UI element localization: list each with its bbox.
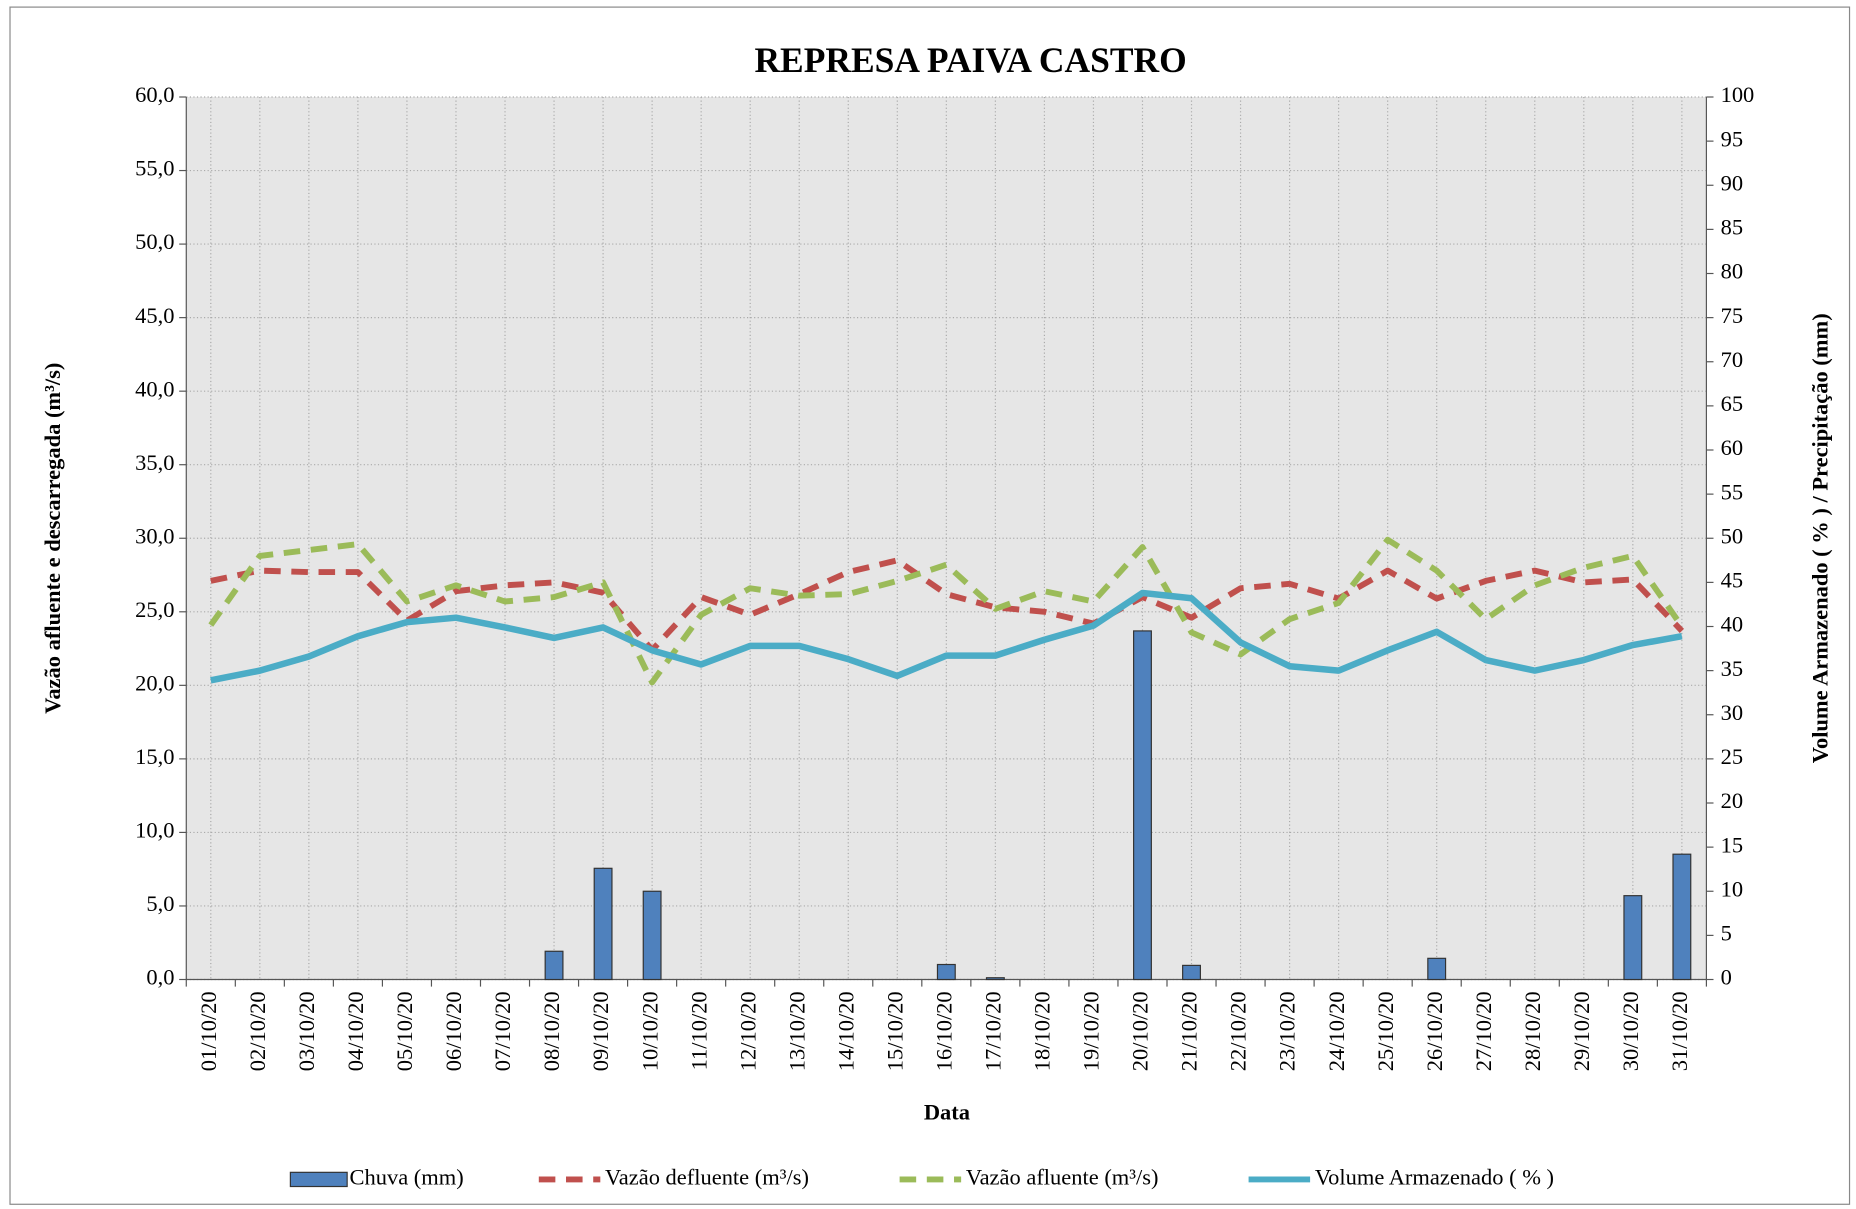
x-tick-label: 05/10/20 [392, 991, 417, 1071]
y2-tick-label: 85 [1721, 215, 1743, 240]
bar [1133, 630, 1152, 981]
x-tick-label: 06/10/20 [441, 991, 466, 1071]
legend-label: Vazão afluente (m³/s) [966, 1165, 1159, 1190]
x-tick-label: 10/10/20 [637, 991, 662, 1071]
y2-tick-label: 90 [1721, 170, 1743, 195]
y2-axis-title: Volume Armazenado ( % ) / Precipitação (… [1807, 313, 1832, 763]
x-tick-label: 15/10/20 [882, 991, 907, 1071]
legend-label: Volume Armazenado ( % ) [1315, 1165, 1554, 1190]
legend-label: Vazão defluente (m³/s) [605, 1165, 809, 1190]
legend-swatch [289, 1171, 348, 1188]
x-tick-label: 29/10/20 [1569, 991, 1594, 1071]
x-tick-label: 14/10/20 [833, 991, 858, 1071]
y-tick-label: 15,0 [135, 744, 174, 769]
y2-tick-label: 5 [1721, 921, 1732, 946]
y2-tick-label: 20 [1721, 788, 1743, 813]
x-tick-label: 21/10/20 [1177, 991, 1202, 1071]
y2-tick-label: 45 [1721, 568, 1743, 593]
x-tick-label: 16/10/20 [931, 991, 956, 1071]
y-tick-label: 25,0 [135, 597, 174, 622]
y2-tick-label: 30 [1721, 700, 1743, 725]
x-tick-label: 13/10/20 [784, 991, 809, 1071]
x-tick-label: 07/10/20 [490, 991, 515, 1071]
y-tick-label: 50,0 [135, 229, 174, 254]
bar [1182, 964, 1201, 981]
y2-tick-label: 70 [1721, 347, 1743, 372]
bar [1672, 853, 1692, 981]
y-tick-label: 35,0 [135, 450, 174, 475]
x-tick-label: 19/10/20 [1079, 991, 1104, 1071]
x-tick-label: 28/10/20 [1520, 991, 1545, 1071]
y-tick-label: 55,0 [135, 156, 174, 181]
x-tick-label: 02/10/20 [245, 991, 270, 1071]
x-tick-label: 30/10/20 [1618, 991, 1643, 1071]
y2-tick-label: 15 [1721, 832, 1743, 857]
x-tick-label: 20/10/20 [1128, 991, 1153, 1071]
x-tick-label: 23/10/20 [1275, 991, 1300, 1071]
bar [985, 977, 1005, 981]
bar [936, 963, 956, 981]
y-tick-label: 45,0 [135, 303, 174, 328]
x-tick-label: 09/10/20 [588, 991, 613, 1071]
y-tick-label: 40,0 [135, 376, 174, 401]
x-tick-label: 12/10/20 [735, 991, 760, 1071]
y2-tick-label: 35 [1721, 656, 1743, 681]
y2-tick-label: 80 [1721, 259, 1743, 284]
y-tick-label: 10,0 [135, 818, 174, 843]
x-tick-label: 11/10/20 [686, 991, 711, 1070]
y2-tick-label: 10 [1721, 876, 1743, 901]
bar [1623, 895, 1643, 981]
chart-title: REPRESA PAIVA CASTRO [754, 40, 1186, 80]
y2-tick-label: 75 [1721, 303, 1743, 328]
x-tick-label: 17/10/20 [981, 991, 1006, 1071]
y-axis-title: Vazão afluente e descarregada (m³/s) [40, 363, 65, 714]
legend-label: Chuva (mm) [350, 1165, 464, 1190]
x-tick-label: 04/10/20 [343, 991, 368, 1071]
y2-tick-label: 100 [1721, 82, 1755, 107]
x-tick-label: 01/10/20 [196, 991, 221, 1071]
x-tick-label: 22/10/20 [1226, 991, 1251, 1071]
y2-tick-label: 25 [1721, 744, 1743, 769]
x-tick-label: 27/10/20 [1471, 991, 1496, 1071]
line-series [208, 536, 1685, 686]
y-tick-label: 30,0 [135, 523, 174, 548]
y2-tick-label: 65 [1721, 391, 1743, 416]
x-tick-label: 18/10/20 [1030, 991, 1055, 1071]
y2-tick-label: 55 [1721, 479, 1743, 504]
y2-tick-label: 50 [1721, 523, 1743, 548]
x-tick-label: 25/10/20 [1373, 991, 1398, 1071]
line-series [210, 557, 1685, 653]
x-tick-label: 08/10/20 [539, 991, 564, 1071]
bar [1427, 957, 1447, 981]
y-tick-label: 60,0 [135, 82, 174, 107]
y2-tick-label: 0 [1721, 965, 1732, 990]
x-tick-label: 26/10/20 [1422, 991, 1447, 1071]
x-tick-label: 31/10/20 [1667, 991, 1692, 1071]
bar [544, 950, 564, 981]
x-axis-title: Data [924, 1100, 970, 1125]
y2-tick-label: 95 [1721, 126, 1743, 151]
line-series [210, 589, 1683, 684]
y2-tick-label: 40 [1721, 612, 1743, 637]
y2-tick-label: 60 [1721, 435, 1743, 460]
bar [593, 867, 613, 981]
x-tick-label: 03/10/20 [294, 991, 319, 1071]
y-tick-label: 5,0 [146, 891, 174, 916]
y-tick-label: 20,0 [135, 670, 174, 695]
x-tick-label: 24/10/20 [1324, 991, 1349, 1071]
y-tick-label: 0,0 [146, 965, 174, 990]
bar [642, 890, 662, 981]
